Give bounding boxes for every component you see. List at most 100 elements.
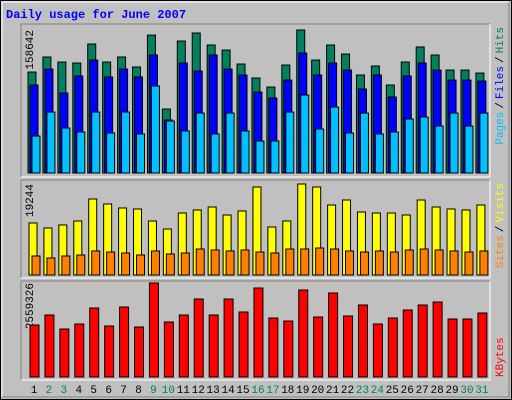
bar bbox=[44, 314, 55, 378]
bar bbox=[148, 282, 159, 378]
x-tick-label: 16 bbox=[251, 385, 264, 397]
y-tick-label: 19244 bbox=[25, 184, 37, 217]
bar bbox=[255, 140, 265, 174]
bar bbox=[136, 254, 146, 276]
bar bbox=[477, 312, 488, 378]
bar bbox=[447, 318, 458, 378]
chart-title: Daily usage for June 2007 bbox=[6, 8, 186, 22]
x-tick-label: 20 bbox=[311, 385, 324, 397]
bar bbox=[419, 116, 429, 174]
bar bbox=[165, 253, 175, 276]
bar bbox=[210, 133, 220, 174]
bar bbox=[46, 257, 56, 276]
bar bbox=[163, 321, 174, 378]
x-tick-label: 5 bbox=[90, 385, 97, 397]
bar bbox=[315, 128, 325, 174]
bar bbox=[74, 323, 85, 378]
x-tick-label: 19 bbox=[296, 385, 309, 397]
panel-bevel bbox=[21, 24, 491, 178]
x-tick-label: 28 bbox=[431, 385, 444, 397]
bar bbox=[61, 255, 71, 276]
bar bbox=[389, 251, 399, 276]
bar bbox=[195, 112, 205, 174]
panel-bevel bbox=[20, 179, 490, 278]
bar bbox=[91, 250, 101, 276]
bar bbox=[165, 120, 175, 174]
bar bbox=[134, 326, 145, 378]
x-tick-label: 15 bbox=[236, 385, 249, 397]
bar bbox=[404, 249, 414, 276]
bar bbox=[150, 250, 160, 276]
x-tick-label: 31 bbox=[475, 385, 489, 397]
bar bbox=[76, 131, 86, 174]
bar bbox=[419, 248, 429, 276]
bar bbox=[328, 292, 339, 378]
bar bbox=[268, 317, 279, 378]
x-tick-label: 13 bbox=[207, 385, 220, 397]
x-tick-label: 21 bbox=[326, 385, 340, 397]
bar bbox=[31, 255, 41, 276]
bar bbox=[225, 112, 235, 174]
x-tick-label: 27 bbox=[416, 385, 429, 397]
bar bbox=[434, 125, 444, 174]
bar bbox=[283, 320, 294, 378]
bar bbox=[359, 112, 369, 174]
bar bbox=[313, 316, 324, 378]
bar bbox=[432, 301, 443, 378]
bar bbox=[225, 250, 235, 276]
legend: Pages / Files / Hits bbox=[495, 27, 507, 145]
legend: KBytes bbox=[495, 337, 507, 377]
bar bbox=[210, 249, 220, 276]
bar bbox=[374, 250, 384, 276]
x-tick-label: 22 bbox=[341, 385, 354, 397]
legend-separator: / bbox=[495, 226, 507, 233]
bar bbox=[104, 325, 115, 378]
x-tick-label: 30 bbox=[460, 385, 473, 397]
legend-separator: / bbox=[495, 102, 507, 109]
bar bbox=[76, 254, 86, 276]
bar bbox=[298, 289, 309, 378]
bar bbox=[315, 247, 325, 276]
bar bbox=[178, 314, 189, 378]
bar bbox=[91, 111, 101, 174]
bar bbox=[61, 127, 71, 174]
bar bbox=[270, 140, 280, 174]
bar bbox=[89, 307, 100, 378]
legend-entry: Sites bbox=[495, 235, 507, 268]
bar bbox=[387, 317, 398, 378]
bar bbox=[240, 249, 250, 276]
bar bbox=[357, 304, 368, 378]
bar bbox=[180, 252, 190, 276]
bar bbox=[121, 252, 131, 276]
x-tick-label: 2 bbox=[46, 385, 53, 397]
legend-entry: Visits bbox=[495, 183, 507, 223]
x-tick-label: 4 bbox=[75, 385, 82, 397]
bar bbox=[238, 311, 249, 378]
panel-bevel bbox=[21, 281, 491, 381]
bar bbox=[404, 118, 414, 174]
x-tick-label: 11 bbox=[177, 385, 191, 397]
bar bbox=[479, 112, 489, 174]
bar bbox=[359, 251, 369, 276]
bar bbox=[464, 251, 474, 276]
x-tick-label: 24 bbox=[371, 385, 385, 397]
legend-separator: / bbox=[495, 56, 507, 63]
x-tick-label: 9 bbox=[150, 385, 157, 397]
bar bbox=[106, 251, 116, 276]
y-tick-label: 158642 bbox=[25, 30, 37, 70]
legend: Sites / Visits bbox=[495, 183, 507, 268]
bar bbox=[434, 249, 444, 276]
bar bbox=[449, 112, 459, 174]
bar bbox=[193, 298, 204, 378]
x-tick-label: 8 bbox=[135, 385, 142, 397]
bar bbox=[345, 132, 355, 174]
bar bbox=[479, 250, 489, 276]
bar bbox=[253, 287, 264, 378]
x-tick-label: 14 bbox=[221, 385, 235, 397]
bar bbox=[285, 248, 295, 276]
x-tick-label: 23 bbox=[356, 385, 369, 397]
bar bbox=[136, 133, 146, 174]
bar bbox=[240, 130, 250, 174]
